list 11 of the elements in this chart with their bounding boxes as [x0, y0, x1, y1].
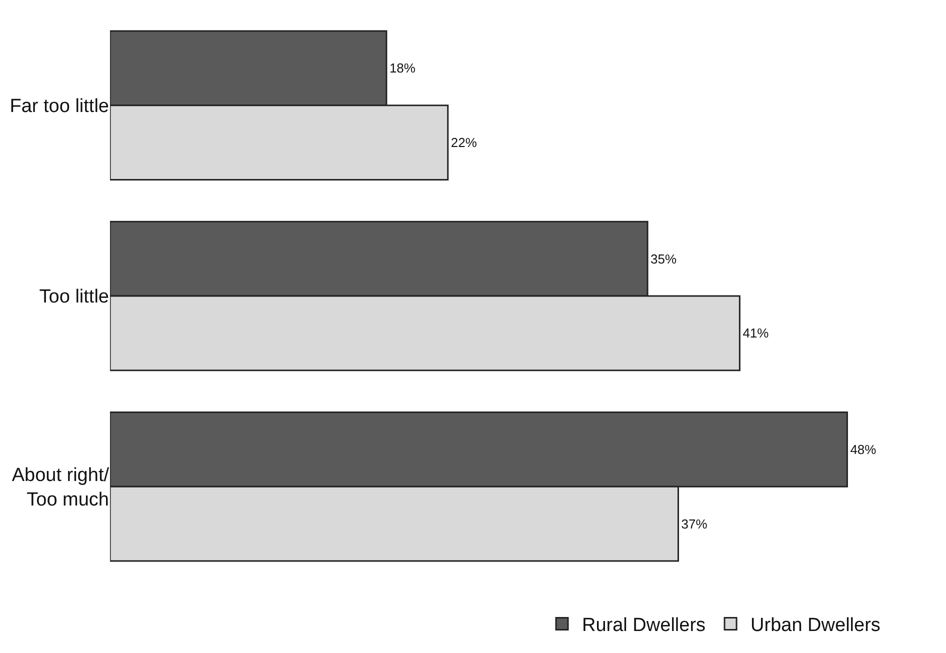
- legend-label: Urban Dwellers: [750, 615, 880, 636]
- y-tick-label: Far too little: [10, 96, 109, 117]
- y-tick-label: Too little: [39, 286, 109, 308]
- data-label: 22%: [450, 135, 478, 150]
- y-tick-label: About right/ Too much: [12, 464, 110, 511]
- data-label: 48%: [850, 442, 877, 457]
- data-label: 37%: [681, 516, 708, 532]
- data-label: 18%: [389, 60, 416, 76]
- data-label: 35%: [650, 251, 677, 266]
- legend-label: Rural Dwellers: [582, 615, 706, 636]
- data-label: 41%: [742, 326, 770, 341]
